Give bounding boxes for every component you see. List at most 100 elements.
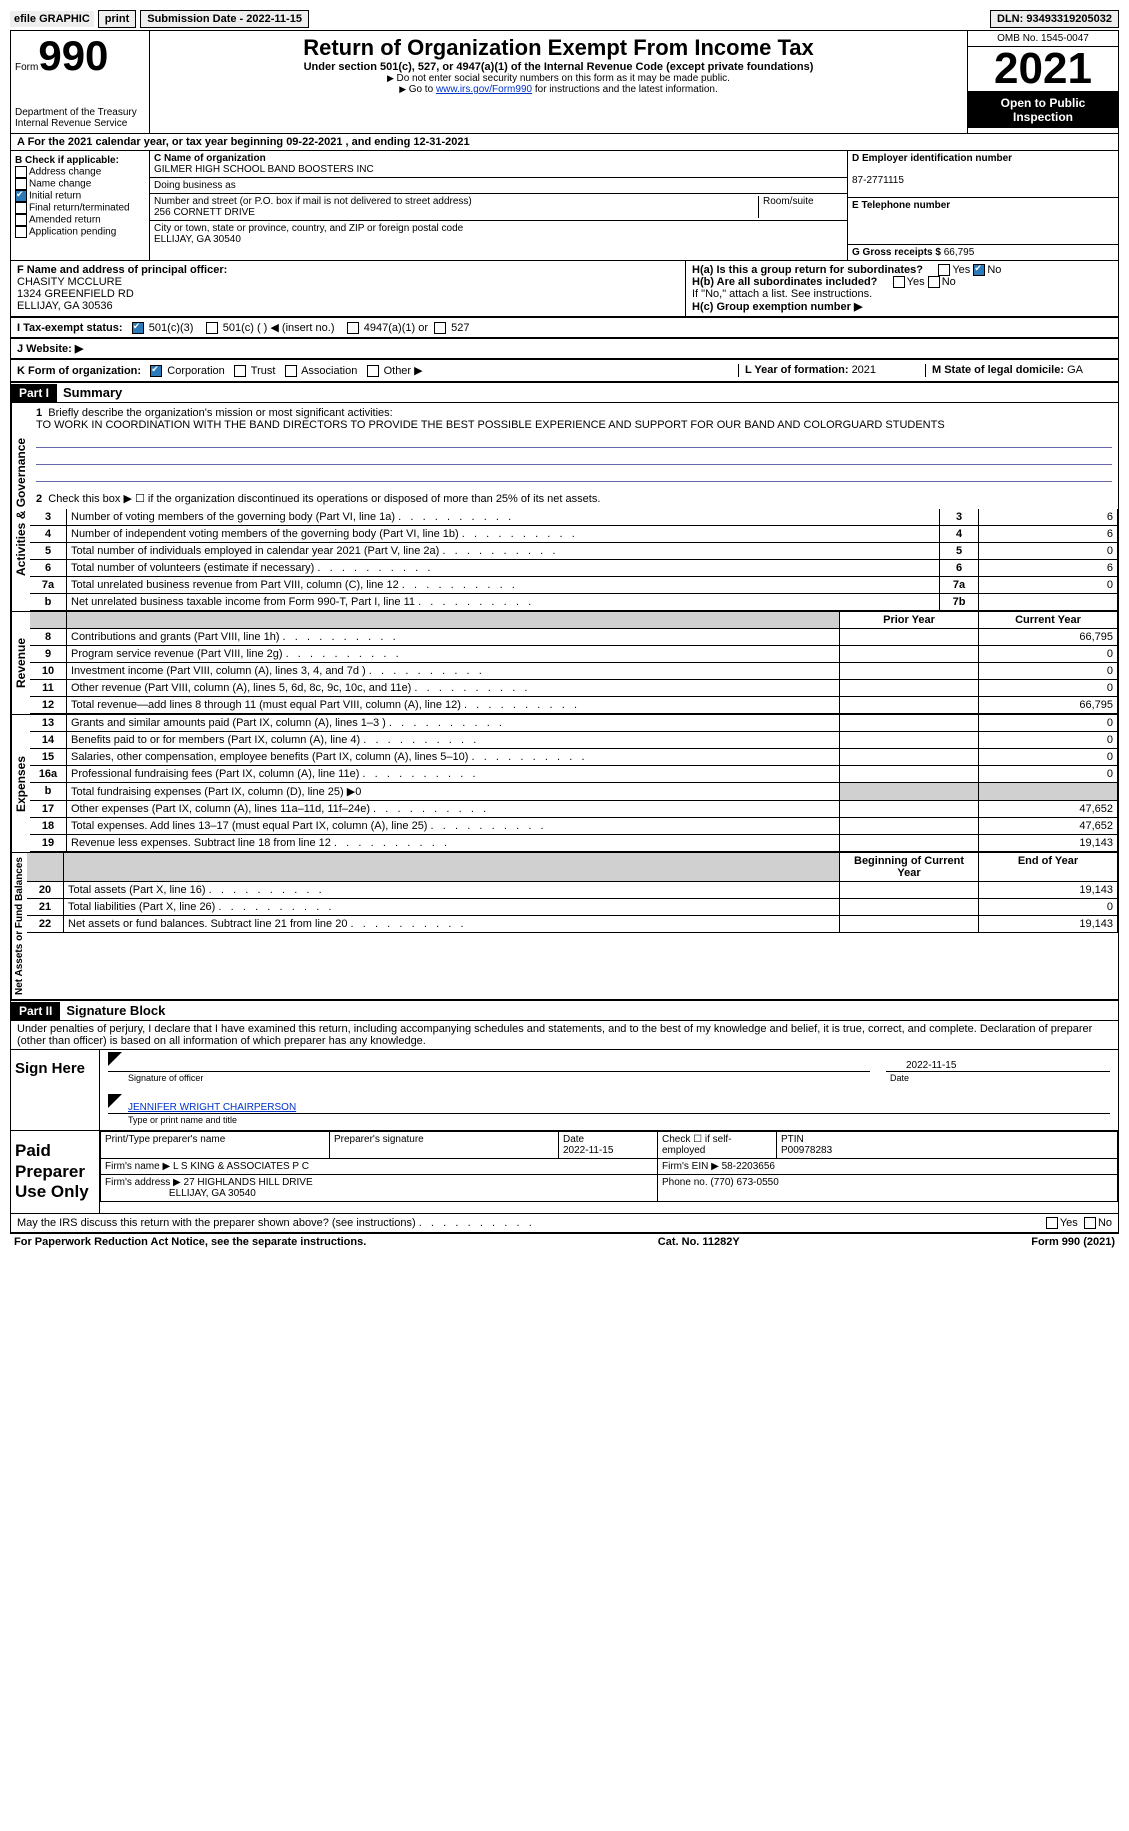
check-assoc[interactable] bbox=[285, 365, 297, 377]
efile-label: efile GRAPHIC bbox=[10, 11, 94, 27]
revenue-section: Revenue Prior YearCurrent Year8Contribut… bbox=[11, 612, 1118, 715]
section-bcd: B Check if applicable: Address change Na… bbox=[11, 151, 1118, 261]
hb-no[interactable] bbox=[928, 276, 940, 288]
table-row: 12Total revenue—add lines 8 through 11 (… bbox=[30, 697, 1118, 714]
firm-phone: (770) 673-0550 bbox=[710, 1177, 778, 1188]
officer-city: ELLIJAY, GA 30536 bbox=[17, 300, 113, 312]
table-row: 17Other expenses (Part IX, column (A), l… bbox=[30, 801, 1118, 818]
arrow-icon bbox=[108, 1052, 122, 1066]
check-501c3[interactable] bbox=[132, 322, 144, 334]
top-bar: efile GRAPHIC print Submission Date - 20… bbox=[10, 10, 1119, 28]
firm-ein: 58-2203656 bbox=[722, 1161, 775, 1172]
netassets-section: Net Assets or Fund Balances Beginning of… bbox=[11, 853, 1118, 1000]
line-1: 1 Briefly describe the organization's mi… bbox=[30, 403, 1118, 488]
table-row: 14Benefits paid to or for members (Part … bbox=[30, 732, 1118, 749]
part2-title: Signature Block bbox=[60, 1001, 171, 1020]
lines-13-19: 13Grants and similar amounts paid (Part … bbox=[30, 715, 1118, 852]
table-row: 22Net assets or fund balances. Subtract … bbox=[27, 916, 1118, 933]
table-row: 8Contributions and grants (Part VIII, li… bbox=[30, 629, 1118, 646]
sig-date: 2022-11-15 bbox=[906, 1060, 956, 1071]
f-label: F Name and address of principal officer: bbox=[17, 264, 227, 276]
ha-yes[interactable] bbox=[938, 264, 950, 276]
check-final[interactable] bbox=[15, 202, 27, 214]
officer-name: CHASITY MCCLURE bbox=[17, 276, 122, 288]
table-row: 16aProfessional fundraising fees (Part I… bbox=[30, 766, 1118, 783]
table-row: 4Number of independent voting members of… bbox=[30, 526, 1118, 543]
table-row: 5Total number of individuals employed in… bbox=[30, 543, 1118, 560]
ein-label: D Employer identification number bbox=[852, 153, 1012, 164]
header-right: OMB No. 1545-0047 2021 Open to Public In… bbox=[967, 31, 1118, 133]
ha-no[interactable] bbox=[973, 264, 985, 276]
check-501c[interactable] bbox=[206, 322, 218, 334]
form-number: 990 bbox=[38, 32, 108, 79]
firm-addr2: ELLIJAY, GA 30540 bbox=[169, 1188, 256, 1199]
street-label: Number and street (or P.O. box if mail i… bbox=[154, 196, 472, 207]
vert-expenses: Expenses bbox=[11, 715, 30, 852]
room-label: Room/suite bbox=[759, 196, 843, 218]
state-domicile: GA bbox=[1067, 364, 1083, 376]
check-other[interactable] bbox=[367, 365, 379, 377]
lines-20-22: Beginning of Current YearEnd of Year20To… bbox=[27, 853, 1118, 933]
open-public: Open to Public Inspection bbox=[968, 92, 1118, 128]
table-row: 21Total liabilities (Part X, line 26)0 bbox=[27, 899, 1118, 916]
table-row: 20Total assets (Part X, line 16)19,143 bbox=[27, 882, 1118, 899]
print-button[interactable]: print bbox=[98, 10, 136, 28]
form-title: Return of Organization Exempt From Incom… bbox=[156, 35, 961, 61]
lines-8-12: Prior YearCurrent Year8Contributions and… bbox=[30, 612, 1118, 714]
subtitle-1: Under section 501(c), 527, or 4947(a)(1)… bbox=[156, 61, 961, 73]
line-j: J Website: ▶ bbox=[11, 338, 1118, 359]
city: ELLIJAY, GA 30540 bbox=[154, 234, 241, 245]
prep-date: 2022-11-15 bbox=[563, 1145, 613, 1156]
check-527[interactable] bbox=[434, 322, 446, 334]
ptin: P00978283 bbox=[781, 1145, 832, 1156]
table-row: 6Total number of volunteers (estimate if… bbox=[30, 560, 1118, 577]
officer-street: 1324 GREENFIELD RD bbox=[17, 288, 134, 300]
submission-date: Submission Date - 2022-11-15 bbox=[140, 10, 309, 28]
irs-label: Internal Revenue Service bbox=[15, 118, 145, 129]
table-header-row: Prior YearCurrent Year bbox=[30, 612, 1118, 629]
expenses-section: Expenses 13Grants and similar amounts pa… bbox=[11, 715, 1118, 853]
form-header: Form990 Department of the Treasury Inter… bbox=[11, 31, 1118, 134]
line-2: 2 Check this box ▶ ☐ if the organization… bbox=[30, 488, 1118, 509]
check-corp[interactable] bbox=[150, 365, 162, 377]
dept-label: Department of the Treasury bbox=[15, 107, 145, 118]
part2-header: Part II Signature Block bbox=[11, 1000, 1118, 1021]
hb-yes[interactable] bbox=[893, 276, 905, 288]
check-initial[interactable] bbox=[15, 190, 27, 202]
column-c: C Name of organizationGILMER HIGH SCHOOL… bbox=[150, 151, 847, 260]
sign-here-label: Sign Here bbox=[11, 1050, 100, 1130]
check-trust[interactable] bbox=[234, 365, 246, 377]
footer: For Paperwork Reduction Act Notice, see … bbox=[10, 1233, 1119, 1250]
form-container: Form990 Department of the Treasury Inter… bbox=[10, 30, 1119, 1233]
part1-header: Part I Summary bbox=[11, 382, 1118, 403]
check-amended[interactable] bbox=[15, 214, 27, 226]
column-b: B Check if applicable: Address change Na… bbox=[11, 151, 150, 260]
header-left: Form990 Department of the Treasury Inter… bbox=[11, 31, 150, 133]
header-center: Return of Organization Exempt From Incom… bbox=[150, 31, 967, 133]
irs-link[interactable]: www.irs.gov/Form990 bbox=[436, 84, 532, 95]
column-f: F Name and address of principal officer:… bbox=[11, 261, 686, 316]
form-label: Form bbox=[15, 62, 38, 73]
declaration: Under penalties of perjury, I declare th… bbox=[11, 1021, 1118, 1049]
dln: DLN: 93493319205032 bbox=[990, 10, 1119, 28]
ein: 87-2771115 bbox=[852, 175, 904, 186]
sign-here-section: Sign Here Signature of officer 2022-11-1… bbox=[11, 1049, 1118, 1130]
table-row: 19Revenue less expenses. Subtract line 1… bbox=[30, 835, 1118, 852]
dba-label: Doing business as bbox=[150, 178, 847, 194]
footer-center: Cat. No. 11282Y bbox=[658, 1236, 740, 1248]
part1-body: Activities & Governance 1 Briefly descri… bbox=[11, 403, 1118, 612]
check-4947[interactable] bbox=[347, 322, 359, 334]
table-row: 9Program service revenue (Part VIII, lin… bbox=[30, 646, 1118, 663]
table-row: 18Total expenses. Add lines 13–17 (must … bbox=[30, 818, 1118, 835]
discuss-yes[interactable] bbox=[1046, 1217, 1058, 1229]
subtitle-3: Go to www.irs.gov/Form990 for instructio… bbox=[156, 84, 961, 95]
discuss-no[interactable] bbox=[1084, 1217, 1096, 1229]
check-app[interactable] bbox=[15, 226, 27, 238]
check-address[interactable] bbox=[15, 166, 27, 178]
table-row: 15Salaries, other compensation, employee… bbox=[30, 749, 1118, 766]
org-name: GILMER HIGH SCHOOL BAND BOOSTERS INC bbox=[154, 164, 374, 175]
street: 256 CORNETT DRIVE bbox=[154, 207, 255, 218]
gross-receipts: 66,795 bbox=[944, 247, 975, 258]
vert-revenue: Revenue bbox=[11, 612, 30, 714]
blank-line bbox=[36, 467, 1112, 482]
